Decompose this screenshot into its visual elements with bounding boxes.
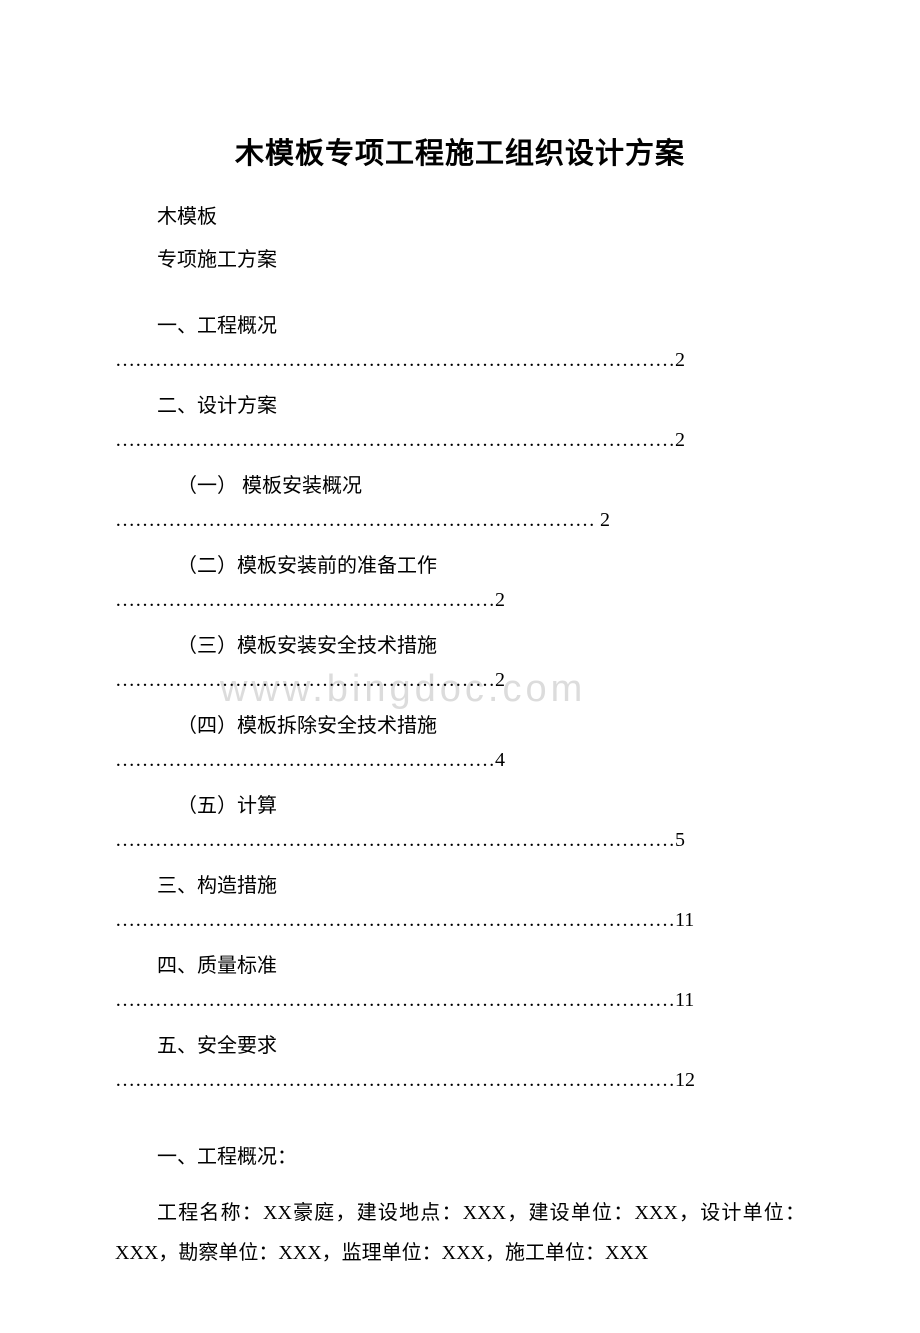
- toc-item: 四、质量标准 …………………………………………………………………………11: [115, 950, 805, 1016]
- toc-label: 三、构造措施: [157, 870, 805, 902]
- body-paragraph: 工程名称：XX豪庭，建设地点：XXX，建设单位：XXX，设计单位：XXX，勘察单…: [115, 1193, 805, 1273]
- toc-item: 一、工程概况 …………………………………………………………………………2: [115, 310, 805, 376]
- toc-label: 五、安全要求: [157, 1030, 805, 1062]
- toc-dots: …………………………………………………2: [115, 664, 805, 696]
- body-section: 一、工程概况： 工程名称：XX豪庭，建设地点：XXX，建设单位：XXX，设计单位…: [115, 1140, 805, 1273]
- toc-dots: …………………………………………………………………………2: [115, 424, 805, 456]
- table-of-contents: 一、工程概况 …………………………………………………………………………2 二、设…: [115, 310, 805, 1096]
- toc-label: （三）模板安装安全技术措施: [177, 630, 805, 662]
- toc-item: （五）计算 …………………………………………………………………………5: [115, 790, 805, 856]
- toc-dots: …………………………………………………2: [115, 584, 805, 616]
- toc-item: （四）模板拆除安全技术措施 …………………………………………………4: [115, 710, 805, 776]
- toc-dots: …………………………………………………………………………11: [115, 984, 805, 1016]
- toc-dots: ……………………………………………………………… 2: [115, 504, 805, 536]
- toc-item: 二、设计方案 …………………………………………………………………………2: [115, 390, 805, 456]
- toc-dots: …………………………………………………4: [115, 744, 805, 776]
- toc-item: （一） 模板安装概况 ……………………………………………………………… 2: [115, 470, 805, 536]
- toc-dots: …………………………………………………………………………5: [115, 824, 805, 856]
- toc-label: 四、质量标准: [157, 950, 805, 982]
- toc-label: 二、设计方案: [157, 390, 805, 422]
- document-title: 木模板专项工程施工组织设计方案: [115, 130, 805, 172]
- toc-dots: …………………………………………………………………………2: [115, 344, 805, 376]
- toc-item: 五、安全要求 …………………………………………………………………………12: [115, 1030, 805, 1096]
- toc-dots: …………………………………………………………………………11: [115, 904, 805, 936]
- toc-label: （四）模板拆除安全技术措施: [177, 710, 805, 742]
- toc-item: （二）模板安装前的准备工作 …………………………………………………2: [115, 550, 805, 616]
- document-page: 木模板专项工程施工组织设计方案 木模板 专项施工方案 一、工程概况 …………………: [0, 0, 920, 1333]
- section-heading: 一、工程概况：: [157, 1140, 805, 1169]
- toc-label: 一、工程概况: [157, 310, 805, 342]
- toc-dots: …………………………………………………………………………12: [115, 1064, 805, 1096]
- subtitle-1: 木模板: [157, 200, 805, 229]
- toc-label: （二）模板安装前的准备工作: [177, 550, 805, 582]
- subtitle-block: 木模板 专项施工方案: [115, 200, 805, 272]
- subtitle-2: 专项施工方案: [157, 243, 805, 272]
- toc-label: （五）计算: [177, 790, 805, 822]
- toc-item: 三、构造措施 …………………………………………………………………………11: [115, 870, 805, 936]
- toc-item: （三）模板安装安全技术措施 …………………………………………………2: [115, 630, 805, 696]
- toc-label: （一） 模板安装概况: [177, 470, 805, 502]
